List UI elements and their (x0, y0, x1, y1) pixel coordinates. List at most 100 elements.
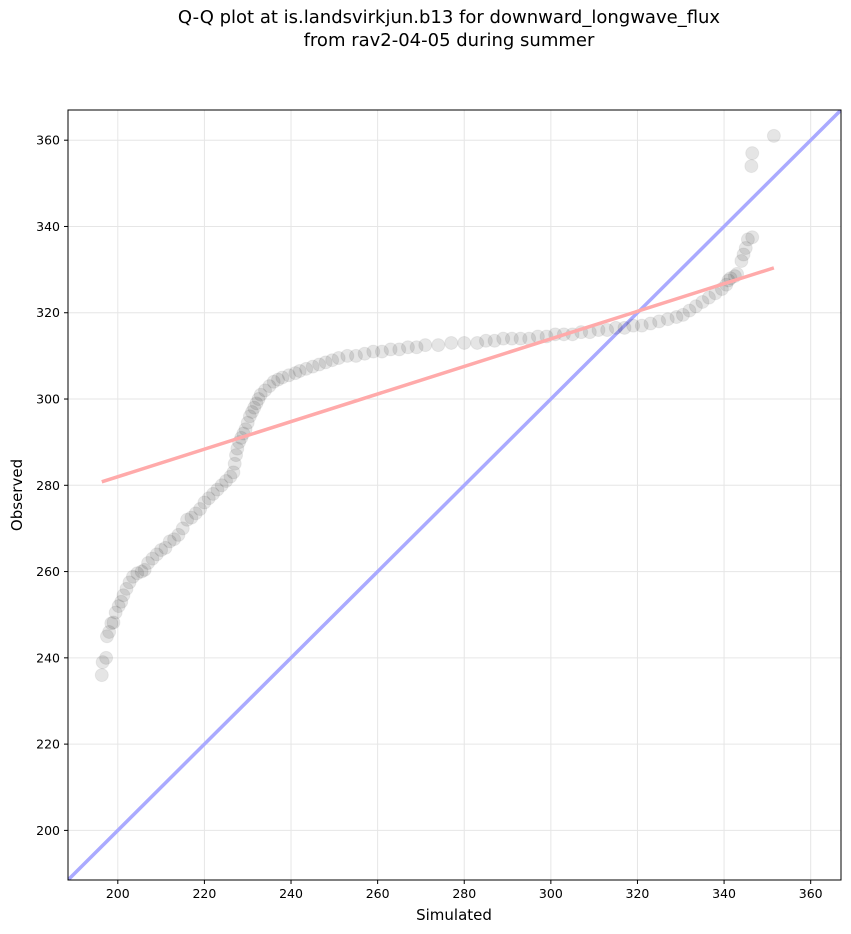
data-point (206, 486, 221, 501)
data-point (108, 605, 123, 620)
data-point (188, 506, 203, 521)
data-point (167, 532, 182, 547)
reference-line-group (68, 110, 841, 880)
data-point (740, 232, 755, 247)
data-point (130, 566, 145, 581)
chart-subtitle: from rav2-04-05 during summer (303, 30, 595, 51)
chart-title-block: Q-Q plot at is.landsvirkjun.b13 for down… (0, 6, 851, 52)
data-point (513, 331, 528, 346)
x-tick-label: 260 (366, 886, 390, 901)
data-point (617, 320, 632, 335)
data-point (688, 299, 703, 314)
data-point (137, 562, 152, 577)
data-point (266, 374, 281, 389)
data-point (180, 512, 195, 527)
data-point (210, 482, 225, 497)
y-tick-label: 240 (36, 650, 60, 665)
data-point (305, 359, 320, 374)
data-point (745, 230, 760, 245)
x-tick-label: 200 (106, 886, 130, 901)
data-point (219, 473, 234, 488)
data-point (95, 655, 110, 670)
x-tick-label: 280 (452, 886, 476, 901)
data-point (271, 372, 286, 387)
data-point (431, 338, 446, 353)
data-point (94, 668, 109, 683)
data-point (675, 307, 690, 322)
data-point (275, 370, 290, 385)
data-point (487, 333, 502, 348)
data-point (162, 534, 177, 549)
data-point (104, 616, 119, 631)
data-point (366, 344, 381, 359)
data-point (652, 314, 667, 329)
data-point (660, 312, 675, 327)
x-tick-label: 220 (192, 886, 216, 901)
data-point (175, 521, 190, 536)
data-point (223, 469, 238, 484)
data-point (106, 615, 121, 630)
data-point (312, 357, 327, 372)
data-point (643, 316, 658, 331)
data-point (149, 547, 164, 562)
data-point (340, 348, 355, 363)
data-point (292, 363, 307, 378)
data-point (626, 318, 641, 333)
data-point (247, 400, 262, 415)
grid (68, 110, 841, 880)
data-point (158, 540, 173, 555)
data-point (201, 491, 216, 506)
data-point (374, 344, 389, 359)
plot-frame (67, 109, 842, 881)
data-point (418, 338, 433, 353)
data-point (457, 335, 472, 350)
data-point (318, 355, 333, 370)
data-point (701, 290, 716, 305)
x-tick-label: 340 (712, 886, 736, 901)
data-point (193, 502, 208, 517)
data-point (102, 624, 117, 639)
data-point (125, 569, 140, 584)
axis-ticks: 200 220 240 260 280 300 320 340 360 200 220 240 260 2… (36, 133, 823, 901)
y-tick-label: 300 (36, 392, 60, 407)
data-points (94, 128, 781, 683)
x-tick-label: 320 (626, 886, 650, 901)
data-point (134, 564, 149, 579)
data-point (245, 404, 260, 419)
data-point (227, 456, 242, 471)
data-point (734, 253, 749, 268)
data-point (738, 241, 753, 256)
data-point (600, 323, 615, 337)
data-point (253, 387, 268, 402)
x-tick-label: 360 (799, 886, 823, 901)
data-point (496, 331, 511, 346)
data-point (226, 465, 241, 480)
data-point (258, 383, 273, 398)
data-point (444, 335, 459, 350)
data-point (262, 379, 277, 394)
data-point (214, 478, 229, 493)
data-point (736, 247, 751, 262)
y-tick-label: 200 (36, 823, 60, 838)
data-point (184, 510, 199, 525)
data-point (111, 599, 126, 614)
data-point (119, 581, 134, 596)
y-tick-label: 320 (36, 305, 60, 320)
data-point (114, 594, 129, 609)
data-point (348, 348, 363, 363)
x-axis-label: Simulated (416, 906, 492, 924)
data-point (154, 543, 169, 557)
y-axis-label: Observed (8, 459, 26, 531)
data-point (634, 318, 649, 333)
y-tick-label: 220 (36, 737, 60, 752)
y-tick-label: 260 (36, 564, 60, 579)
chart-title: Q-Q plot at is.landsvirkjun.b13 for down… (177, 7, 721, 28)
data-point (281, 368, 296, 383)
fit-line-group (101, 266, 775, 484)
data-point (288, 366, 303, 381)
data-point (229, 448, 244, 463)
data-point (766, 128, 781, 143)
y-tick-label: 360 (36, 133, 60, 148)
y-tick-label: 280 (36, 478, 60, 493)
